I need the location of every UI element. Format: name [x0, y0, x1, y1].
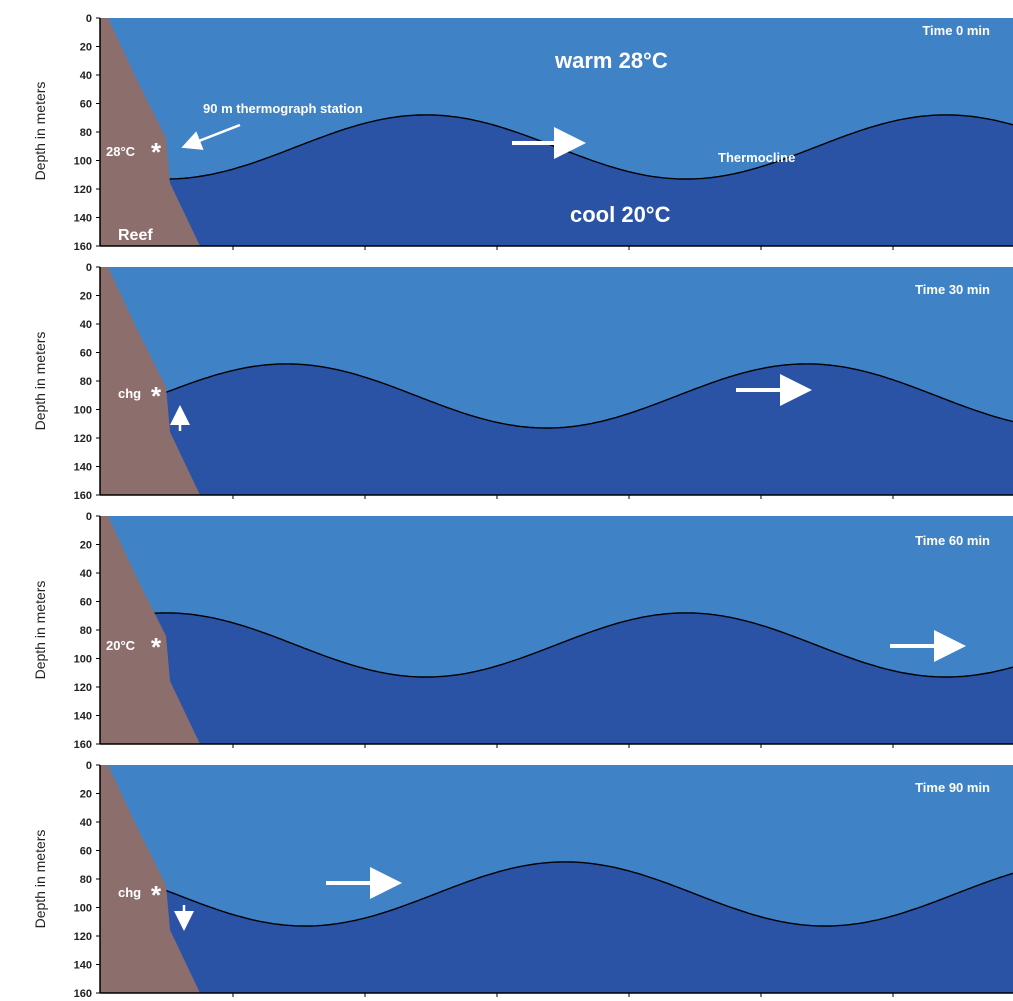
y-tick-label: 60	[80, 597, 92, 609]
y-tick-label: 80	[80, 625, 92, 637]
x-ticks	[232, 246, 894, 250]
y-tick-label: 160	[74, 241, 92, 253]
y-tick-label: 100	[74, 903, 92, 915]
y-tick-label: 0	[86, 13, 92, 25]
station-reading: 20°C	[106, 638, 136, 653]
y-tick-label: 160	[74, 988, 92, 1000]
y-tick-label: 100	[74, 654, 92, 666]
cool-layer	[100, 114, 1013, 247]
thermocline-line	[99, 612, 1013, 678]
reef-slope	[100, 516, 200, 744]
axis-panel-3: Depth in meters 0 20 40 60 80 100 120 140 160	[32, 760, 1013, 1000]
y-ticks: 0 20 40 60 80 100 120 140 160	[74, 511, 100, 751]
y-tick-label: 160	[74, 739, 92, 751]
y-axis-label: Depth in meters	[32, 332, 48, 431]
station-pointer-arrow	[181, 123, 241, 150]
y-tick-label: 80	[80, 376, 92, 388]
station-reading: chg	[118, 386, 141, 401]
y-tick-label: 140	[74, 462, 92, 474]
y-tick-label: 40	[80, 319, 92, 331]
reef-slope	[100, 18, 200, 246]
cool-layer	[100, 861, 1013, 993]
time-label: Time 30 min	[915, 282, 990, 297]
y-tick-label: 80	[80, 127, 92, 139]
y-tick-label: 160	[74, 490, 92, 502]
thermocline-line	[99, 363, 1013, 429]
y-tick-label: 40	[80, 568, 92, 580]
y-tick-label: 0	[86, 760, 92, 772]
y-tick-label: 60	[80, 99, 92, 111]
x-ticks	[232, 744, 894, 748]
x-ticks	[232, 993, 894, 997]
time-label: Time 90 min	[915, 780, 990, 795]
thermocline-line	[99, 861, 1013, 927]
axis-panel-0: Depth in meters 0 20 40 60 80 100 120 140 160	[32, 13, 1013, 253]
y-tick-label: 20	[80, 291, 92, 303]
station-reading: 28°C	[106, 144, 136, 159]
warm-layer-label: warm 28°C	[554, 48, 668, 73]
y-ticks: 0 20 40 60 80 100 120 140 160	[74, 262, 100, 502]
y-tick-label: 140	[74, 960, 92, 972]
panel-time-90: Time 90 min chg *	[99, 765, 1013, 993]
y-tick-label: 140	[74, 213, 92, 225]
y-tick-label: 120	[74, 682, 92, 694]
y-tick-label: 100	[74, 405, 92, 417]
x-ticks	[232, 495, 894, 499]
reef-slope	[100, 267, 200, 495]
y-tick-label: 20	[80, 42, 92, 54]
station-marker: *	[151, 632, 162, 662]
y-axis-label: Depth in meters	[32, 82, 48, 181]
y-tick-label: 40	[80, 70, 92, 82]
y-tick-label: 0	[86, 511, 92, 523]
thermocline-label: Thermocline	[718, 150, 795, 165]
y-axis-label: Depth in meters	[32, 581, 48, 680]
station-reading: chg	[118, 885, 141, 900]
y-tick-label: 60	[80, 348, 92, 360]
axis-panel-1: Depth in meters 0 20 40 60 80 100 120 140 160	[32, 262, 1013, 502]
y-tick-label: 100	[74, 156, 92, 168]
y-tick-label: 140	[74, 711, 92, 723]
y-tick-label: 0	[86, 262, 92, 274]
y-axis-label: Depth in meters	[32, 830, 48, 929]
reef-slope	[100, 765, 200, 993]
cool-layer-label: cool 20°C	[570, 202, 671, 227]
y-tick-label: 120	[74, 433, 92, 445]
cool-layer	[100, 612, 1013, 744]
y-tick-label: 20	[80, 540, 92, 552]
y-ticks: 0 20 40 60 80 100 120 140 160	[74, 760, 100, 1000]
axis-panel-2: Depth in meters 0 20 40 60 80 100 120 140 160	[32, 511, 1013, 751]
y-ticks: 0 20 40 60 80 100 120 140 160	[74, 13, 100, 253]
y-tick-label: 80	[80, 874, 92, 886]
station-marker: *	[151, 880, 162, 910]
y-tick-label: 120	[74, 184, 92, 196]
y-tick-label: 60	[80, 846, 92, 858]
panel-time-0: Time 0 min warm 28°C cool 20°C Thermocli…	[99, 18, 1013, 247]
y-tick-label: 120	[74, 931, 92, 943]
station-marker: *	[151, 381, 162, 411]
panel-time-30: Time 30 min chg *	[99, 267, 1013, 495]
reef-label: Reef	[118, 227, 153, 244]
time-label: Time 0 min	[922, 23, 990, 38]
station-label: 90 m thermograph station	[203, 101, 363, 116]
station-marker: *	[151, 137, 162, 167]
y-tick-label: 20	[80, 789, 92, 801]
y-tick-label: 40	[80, 817, 92, 829]
panel-time-60: Time 60 min 20°C *	[99, 516, 1013, 744]
time-label: Time 60 min	[915, 533, 990, 548]
